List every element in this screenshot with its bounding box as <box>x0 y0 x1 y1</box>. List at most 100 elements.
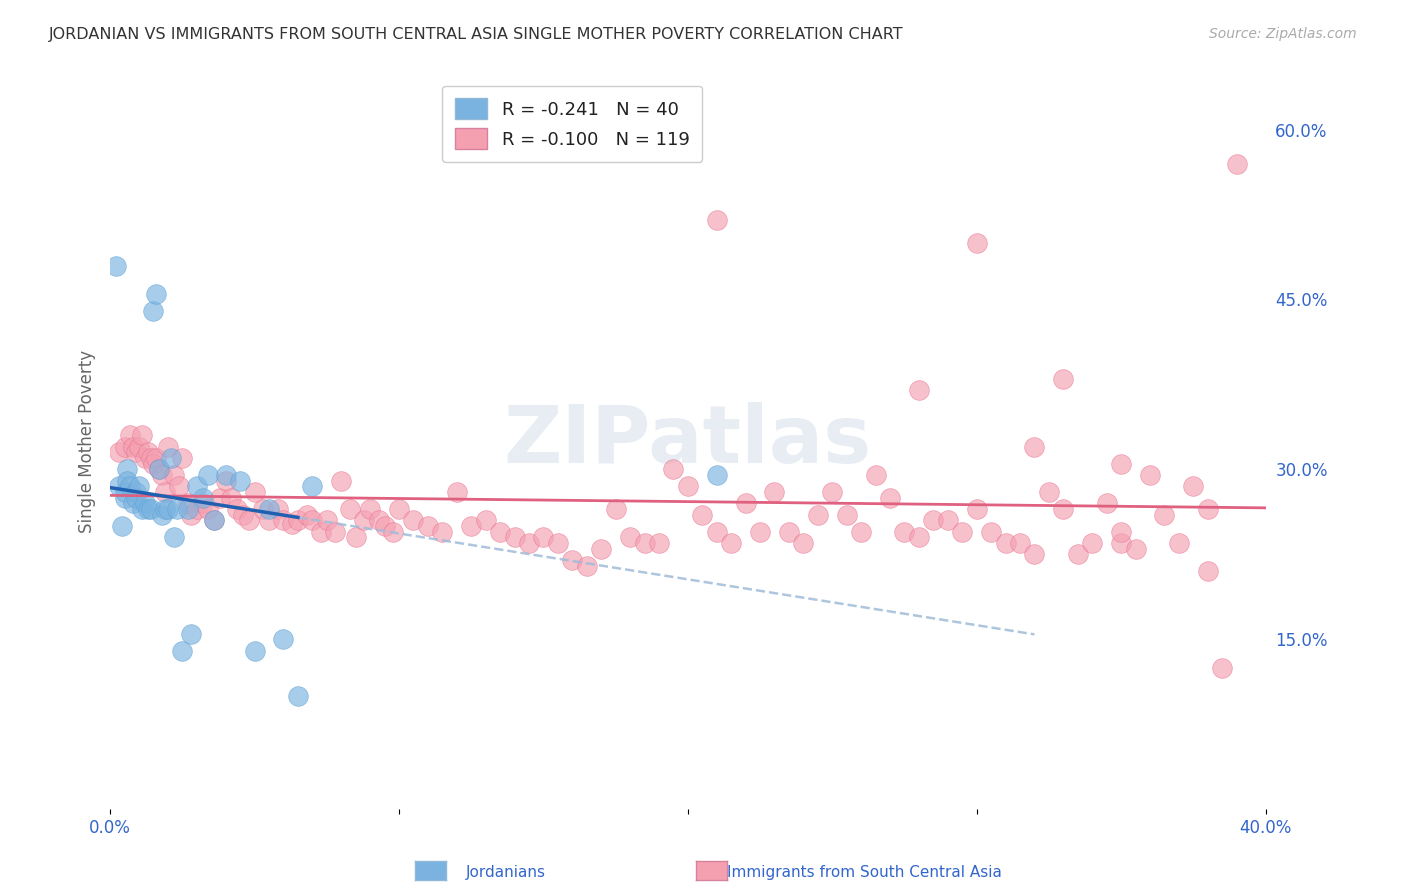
Y-axis label: Single Mother Poverty: Single Mother Poverty <box>79 350 96 533</box>
Point <box>287 513 309 527</box>
Point <box>215 474 238 488</box>
Point <box>474 513 496 527</box>
Point <box>177 496 200 510</box>
Legend: R = -0.241   N = 40, R = -0.100   N = 119: R = -0.241 N = 40, R = -0.100 N = 119 <box>443 86 703 161</box>
Point <box>1052 502 1074 516</box>
Point <box>922 513 945 527</box>
Point <box>344 530 367 544</box>
Point <box>1081 536 1104 550</box>
Point <box>252 502 274 516</box>
Point <box>163 530 186 544</box>
Point <box>208 491 231 505</box>
Point <box>111 519 134 533</box>
Text: Immigrants from South Central Asia: Immigrants from South Central Asia <box>727 865 1002 880</box>
Point <box>865 468 887 483</box>
Point <box>172 643 194 657</box>
Point <box>619 530 641 544</box>
Point <box>226 502 249 516</box>
Point <box>763 485 786 500</box>
Point <box>153 485 176 500</box>
Point <box>142 303 165 318</box>
Point <box>662 462 685 476</box>
Point <box>330 474 353 488</box>
Point <box>150 508 173 522</box>
Point <box>191 491 214 505</box>
Point <box>339 502 361 516</box>
Point <box>221 491 243 505</box>
Point <box>114 491 136 505</box>
Point <box>134 451 156 466</box>
Point <box>893 524 915 539</box>
Point <box>531 530 554 544</box>
Point <box>156 502 179 516</box>
Point <box>125 485 148 500</box>
Point <box>122 496 145 510</box>
Point <box>432 524 454 539</box>
Point <box>792 536 814 550</box>
Point <box>139 502 162 516</box>
Point <box>172 451 194 466</box>
Point <box>232 508 254 522</box>
Point <box>382 524 405 539</box>
Point <box>633 536 655 550</box>
Point <box>128 479 150 493</box>
Point <box>402 513 425 527</box>
Point <box>1182 479 1205 493</box>
Point <box>690 508 713 522</box>
Point <box>122 440 145 454</box>
Point <box>835 508 858 522</box>
Point <box>238 513 260 527</box>
Point <box>1109 524 1132 539</box>
Point <box>720 536 742 550</box>
Point <box>706 213 728 227</box>
Point <box>936 513 959 527</box>
Point <box>807 508 830 522</box>
Point <box>778 524 800 539</box>
Point <box>197 468 219 483</box>
Point <box>148 462 170 476</box>
Point <box>591 541 613 556</box>
Point <box>128 440 150 454</box>
Point <box>849 524 872 539</box>
Point <box>446 485 468 500</box>
Point <box>131 428 153 442</box>
Point <box>257 513 280 527</box>
Point <box>108 479 131 493</box>
Point <box>273 513 295 527</box>
Point <box>908 530 931 544</box>
Point <box>145 286 167 301</box>
Point <box>120 428 142 442</box>
Point <box>980 524 1002 539</box>
Point <box>1067 547 1090 561</box>
Point <box>150 468 173 483</box>
Point <box>315 513 337 527</box>
Point <box>517 536 540 550</box>
Point <box>359 502 381 516</box>
Point <box>145 451 167 466</box>
Point <box>325 524 347 539</box>
Point <box>489 524 512 539</box>
Point <box>416 519 439 533</box>
Point <box>142 457 165 471</box>
Point <box>575 558 598 573</box>
Point <box>706 468 728 483</box>
Point <box>134 496 156 510</box>
Point <box>169 479 191 493</box>
Point <box>215 468 238 483</box>
Point <box>257 502 280 516</box>
Text: JORDANIAN VS IMMIGRANTS FROM SOUTH CENTRAL ASIA SINGLE MOTHER POVERTY CORRELATIO: JORDANIAN VS IMMIGRANTS FROM SOUTH CENTR… <box>49 27 904 42</box>
Point <box>1024 547 1046 561</box>
Point <box>301 513 323 527</box>
Point <box>125 445 148 459</box>
Point <box>153 502 176 516</box>
Point <box>353 513 375 527</box>
Point <box>1038 485 1060 500</box>
Point <box>1052 372 1074 386</box>
Point <box>1125 541 1147 556</box>
Point <box>177 502 200 516</box>
Point <box>120 479 142 493</box>
Point <box>156 440 179 454</box>
Point <box>163 468 186 483</box>
Point <box>388 502 411 516</box>
Point <box>734 496 756 510</box>
